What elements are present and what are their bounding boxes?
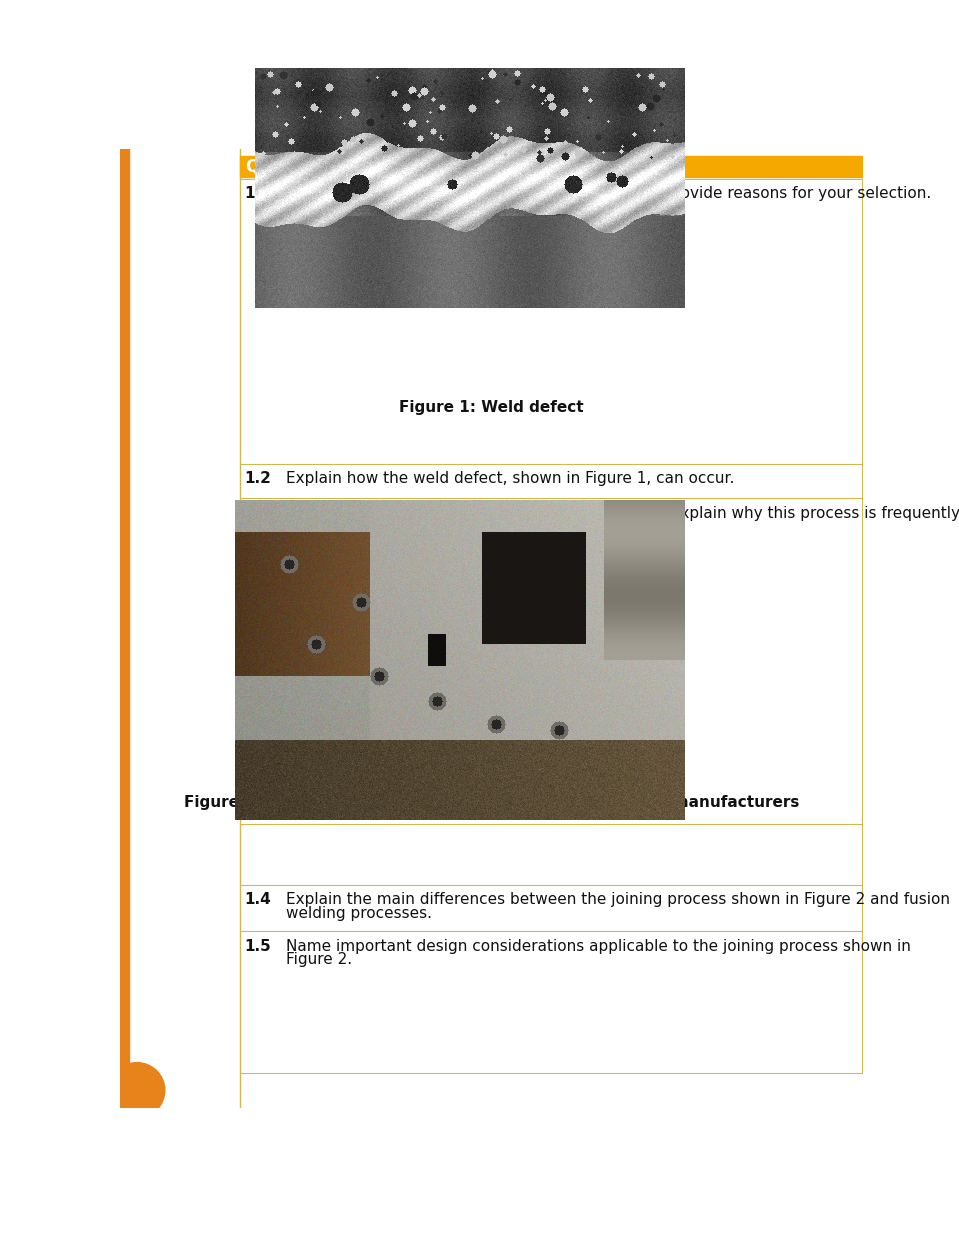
Circle shape xyxy=(109,1063,165,1118)
Text: Figure 1: Weld defect: Figure 1: Weld defect xyxy=(399,401,584,416)
Text: 1.1: 1.1 xyxy=(244,187,270,202)
Text: 1.5: 1.5 xyxy=(244,939,270,954)
Text: 1.3: 1.3 xyxy=(244,505,270,520)
Text: Figure 2: Joining process frequently used by automotive manufacturers: Figure 2: Joining process frequently use… xyxy=(184,794,799,809)
Text: used by automotive manufacturers.: used by automotive manufacturers. xyxy=(287,519,561,534)
Text: Question 1: Question 1 xyxy=(246,157,347,176)
Text: 1.4: 1.4 xyxy=(244,893,270,908)
Text: Identify the weld defect shown in Figure 1 below. Provide reasons for your selec: Identify the weld defect shown in Figure… xyxy=(287,187,932,202)
Text: Explain how the weld defect, shown in Figure 1, can occur.: Explain how the weld defect, shown in Fi… xyxy=(287,472,735,487)
Text: Figure 2.: Figure 2. xyxy=(287,951,353,966)
Text: Identify the joining process shown in Figure 2 and explain why this process is f: Identify the joining process shown in Fi… xyxy=(287,505,959,520)
Text: Name important design considerations applicable to the joining process shown in: Name important design considerations app… xyxy=(287,939,911,954)
Text: welding processes.: welding processes. xyxy=(287,905,433,920)
Bar xyxy=(120,149,129,1108)
Text: 1.2: 1.2 xyxy=(244,472,270,487)
Bar xyxy=(240,156,863,177)
Text: Explain the main differences between the joining process shown in Figure 2 and f: Explain the main differences between the… xyxy=(287,893,950,908)
